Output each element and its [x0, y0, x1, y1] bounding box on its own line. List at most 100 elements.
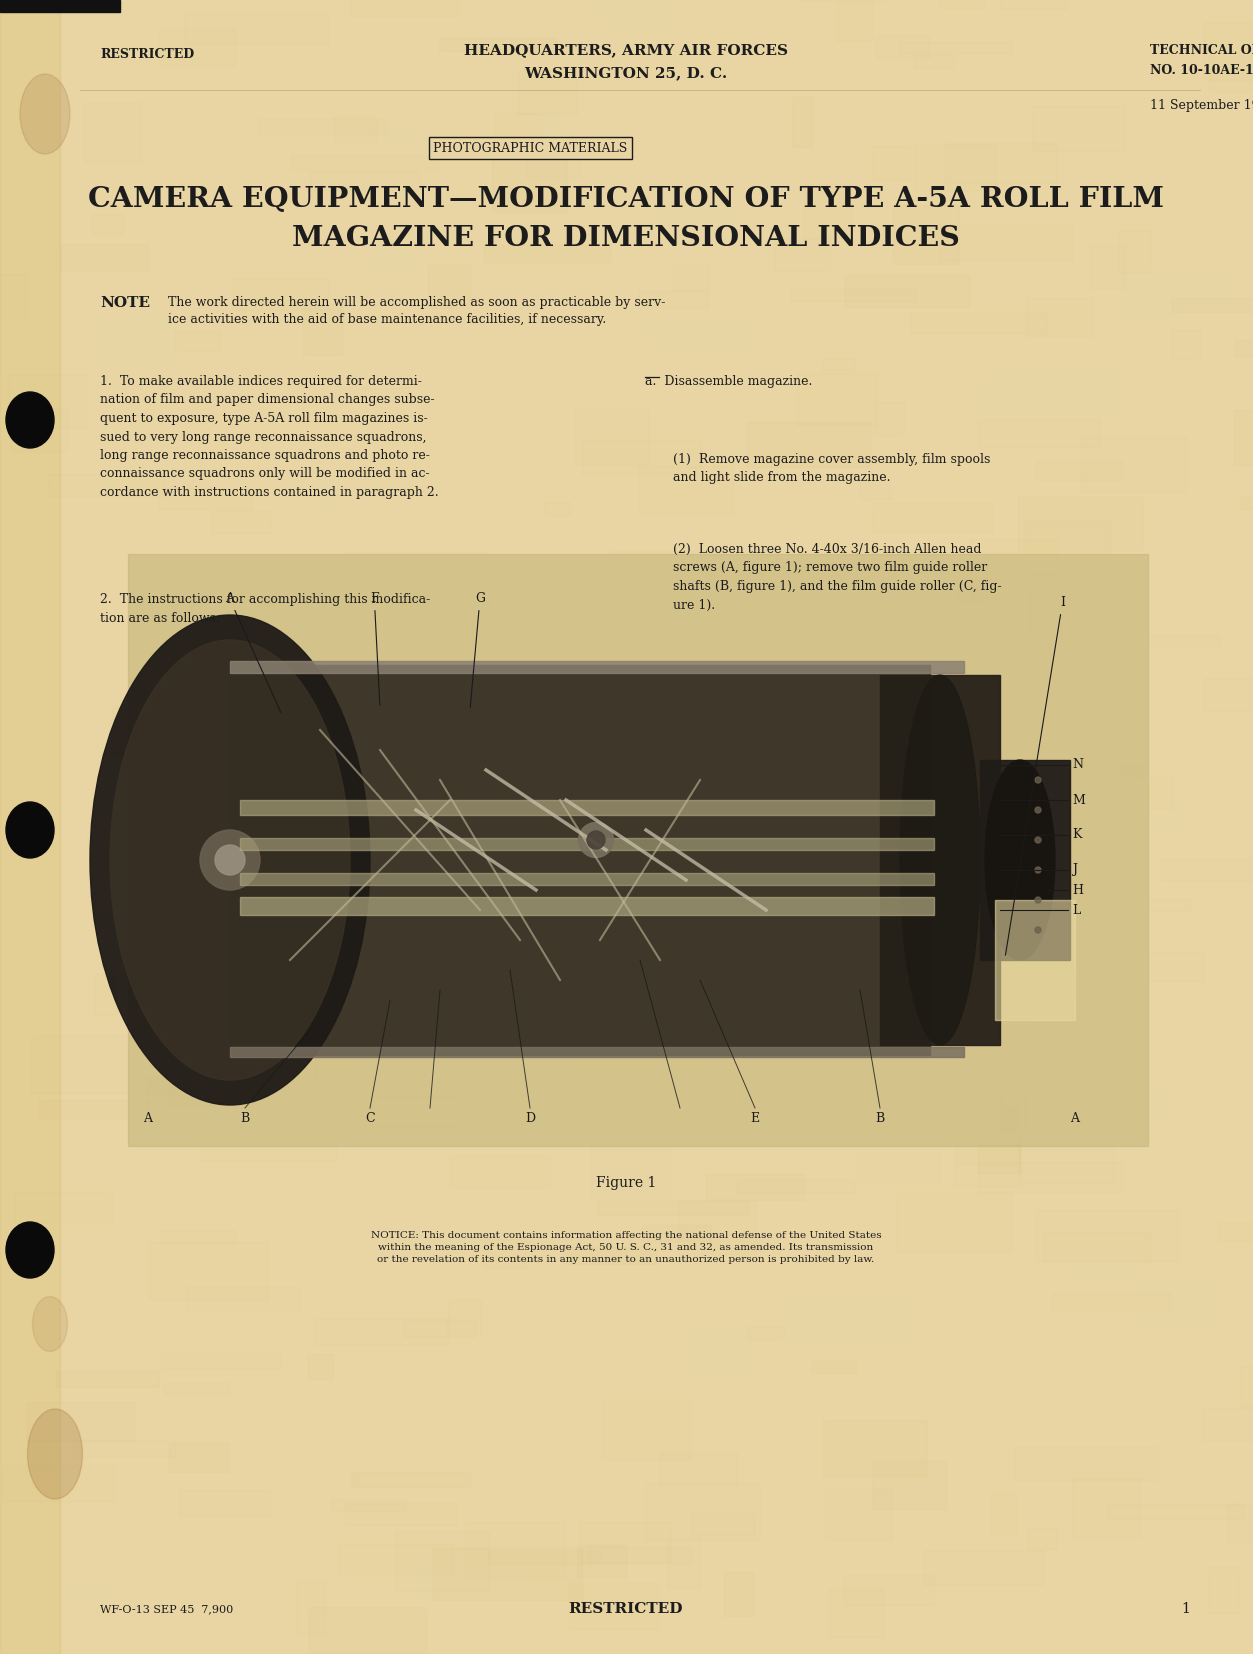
Bar — [1110, 758, 1146, 805]
Bar — [995, 900, 1075, 1021]
Bar — [569, 1024, 702, 1082]
Bar — [445, 825, 477, 852]
Bar — [684, 888, 794, 910]
Bar — [450, 1156, 550, 1188]
Bar — [517, 114, 563, 174]
Text: WF-O-13 SEP 45  7,900: WF-O-13 SEP 45 7,900 — [100, 1604, 233, 1614]
Bar — [11, 409, 68, 452]
Text: NOTE: NOTE — [100, 296, 150, 309]
Bar — [1198, 1328, 1253, 1346]
Text: K: K — [1073, 829, 1081, 842]
Bar — [900, 43, 1011, 53]
Bar — [1036, 461, 1123, 480]
Polygon shape — [231, 665, 930, 1055]
Bar — [938, 225, 1073, 260]
Bar — [1119, 266, 1234, 321]
Bar — [95, 1553, 226, 1568]
Bar — [440, 38, 556, 51]
Bar — [945, 144, 1058, 184]
Bar — [407, 1585, 530, 1599]
Text: Figure 1: Figure 1 — [596, 1176, 657, 1189]
Bar — [376, 777, 477, 820]
Bar — [915, 55, 954, 68]
Bar — [1015, 827, 1046, 873]
Bar — [258, 119, 386, 134]
Bar — [56, 1371, 159, 1386]
Bar — [729, 650, 837, 706]
Bar — [608, 906, 703, 958]
Bar — [896, 1193, 1010, 1252]
Bar — [1242, 496, 1253, 509]
Bar — [796, 1609, 928, 1626]
Bar — [598, 1201, 748, 1214]
Bar — [467, 627, 496, 652]
Text: C: C — [365, 1111, 375, 1125]
Bar — [185, 1287, 299, 1310]
Bar — [860, 480, 890, 498]
Bar — [292, 155, 439, 170]
Bar — [843, 412, 989, 466]
Ellipse shape — [110, 640, 350, 1080]
Bar — [272, 683, 321, 723]
Bar — [312, 471, 340, 508]
Bar — [1090, 245, 1125, 288]
Text: PHOTOGRAPHIC MATERIALS: PHOTOGRAPHIC MATERIALS — [432, 142, 626, 154]
Bar — [112, 706, 261, 756]
Bar — [465, 1030, 599, 1057]
Bar — [645, 1482, 761, 1540]
Bar — [1017, 496, 1144, 549]
Bar — [241, 873, 933, 885]
Bar — [1020, 1140, 1114, 1183]
Bar — [184, 13, 328, 45]
Bar — [308, 1353, 333, 1379]
Bar — [643, 327, 758, 342]
Bar — [529, 663, 593, 715]
Ellipse shape — [28, 1409, 83, 1499]
Bar — [249, 885, 309, 941]
Bar — [580, 1522, 670, 1563]
Bar — [956, 1107, 1019, 1164]
Bar — [759, 951, 823, 987]
Bar — [49, 475, 165, 496]
Bar — [1162, 860, 1253, 880]
Bar — [95, 318, 173, 364]
Bar — [525, 139, 580, 179]
Bar — [431, 1100, 490, 1118]
Bar — [1119, 738, 1144, 787]
Bar — [84, 103, 142, 162]
Bar — [158, 488, 251, 509]
Text: RESTRICTED: RESTRICTED — [100, 48, 194, 61]
Bar — [514, 1100, 605, 1113]
Text: 2.  The instructions for accomplishing this modifica-
tion are as follows:: 2. The instructions for accomplishing th… — [100, 594, 430, 625]
Bar — [1202, 1408, 1253, 1441]
Bar — [855, 920, 923, 956]
Bar — [896, 1252, 967, 1302]
Bar — [866, 342, 992, 369]
Bar — [93, 213, 123, 235]
Bar — [231, 662, 965, 673]
Bar — [685, 936, 738, 974]
Bar — [747, 422, 871, 466]
Bar — [707, 1025, 777, 1040]
Bar — [391, 1113, 536, 1138]
Bar — [962, 789, 997, 835]
Bar — [1036, 1211, 1179, 1262]
Bar — [663, 607, 705, 648]
Ellipse shape — [1035, 807, 1041, 814]
Bar — [332, 901, 464, 911]
Bar — [1050, 817, 1085, 853]
Bar — [851, 177, 970, 207]
Ellipse shape — [1035, 837, 1041, 844]
Bar — [64, 1583, 105, 1606]
Bar — [241, 839, 933, 850]
Bar — [1240, 1366, 1253, 1408]
Text: The work directed herein will be accomplished as soon as practicable by serv-
ic: The work directed herein will be accompl… — [168, 296, 665, 326]
Bar — [145, 1075, 221, 1105]
Bar — [705, 1500, 729, 1542]
Bar — [1108, 1503, 1243, 1518]
Bar — [812, 1361, 856, 1373]
Text: A: A — [226, 592, 281, 713]
Bar — [1073, 764, 1143, 776]
Bar — [162, 991, 199, 1040]
Bar — [1000, 1092, 1025, 1130]
